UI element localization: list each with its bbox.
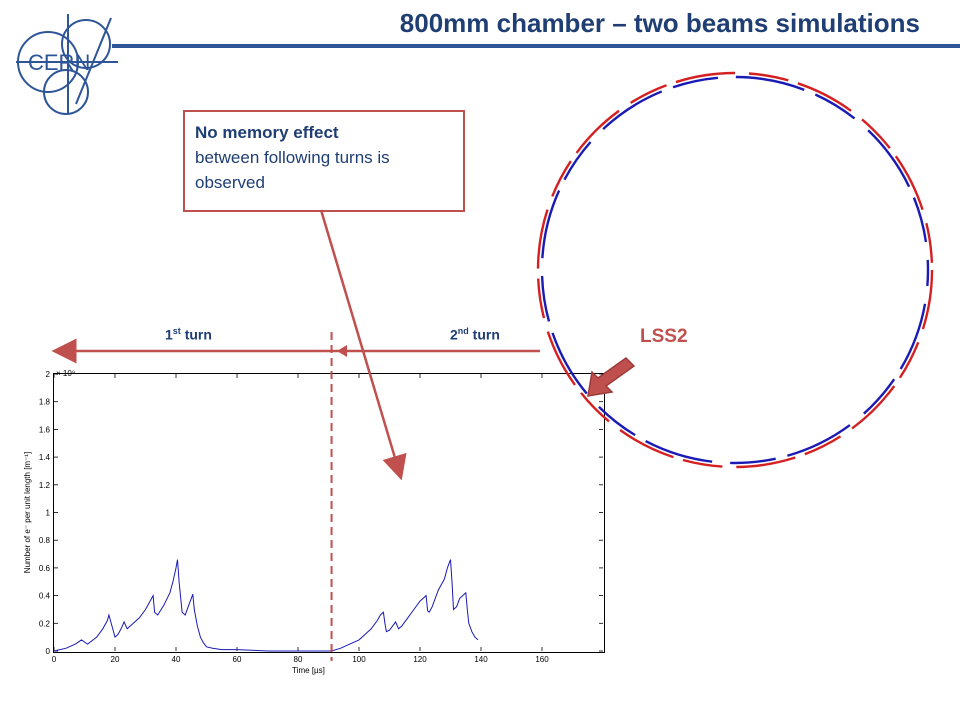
y-tick-label: 1.6 <box>39 425 51 434</box>
callout-box: No memory effect between following turns… <box>183 110 465 212</box>
x-tick-label: 40 <box>172 655 181 664</box>
series-line <box>53 559 479 652</box>
callout-pointer-arrow <box>319 209 407 481</box>
page-title: 800mm chamber – two beams simulations <box>399 8 920 38</box>
callout-heading: No memory effect <box>195 123 339 142</box>
second-turn-arrowhead <box>337 345 347 357</box>
y-tick-label: 0.4 <box>39 592 51 601</box>
x-tick-label: 100 <box>352 655 366 664</box>
y-tick-label: 0.6 <box>39 564 51 573</box>
lss2-arrow <box>587 357 636 397</box>
cern-logo: CERN <box>16 14 118 115</box>
plot-frame <box>53 373 605 653</box>
first-turn-label: 1st turn <box>165 326 212 343</box>
y-tick-label: 1.2 <box>39 481 51 490</box>
chart: 00.20.40.60.811.21.41.61.820 20 40 60 80 100 1… <box>23 332 603 675</box>
y-axis-label: Number of e⁻ per unit length [m⁻¹] <box>23 452 32 573</box>
y-tick-label: 1.8 <box>39 398 51 407</box>
x-tick-label: 140 <box>474 655 488 664</box>
y-multiplier: × 10⁹ <box>56 369 75 378</box>
x-tick-label: 20 <box>111 655 120 664</box>
y-tick-label: 0.2 <box>39 619 51 628</box>
x-tick-label: 160 <box>535 655 549 664</box>
lss2-label: LSS2 <box>640 326 688 347</box>
y-tick-label: 0 <box>46 647 51 656</box>
x-tick-label: 120 <box>413 655 427 664</box>
callout-text: between following turns is observed <box>195 148 390 192</box>
second-turn-label: 2nd turn <box>450 326 500 343</box>
y-tick-label: 1.4 <box>39 453 51 462</box>
x-tick-label: 0 <box>52 655 57 664</box>
beam-ring <box>536 71 934 469</box>
y-tick-label: 1 <box>46 509 51 518</box>
x-tick-label: 60 <box>233 655 242 664</box>
title-rule <box>112 44 960 48</box>
logo-text: CERN <box>28 50 90 75</box>
x-tick-label: 80 <box>294 655 303 664</box>
turn-arrows <box>51 338 540 364</box>
y-tick-label: 2 <box>46 370 51 379</box>
x-axis-label: Time [µs] <box>292 666 325 675</box>
y-tick-label: 0.8 <box>39 536 51 545</box>
